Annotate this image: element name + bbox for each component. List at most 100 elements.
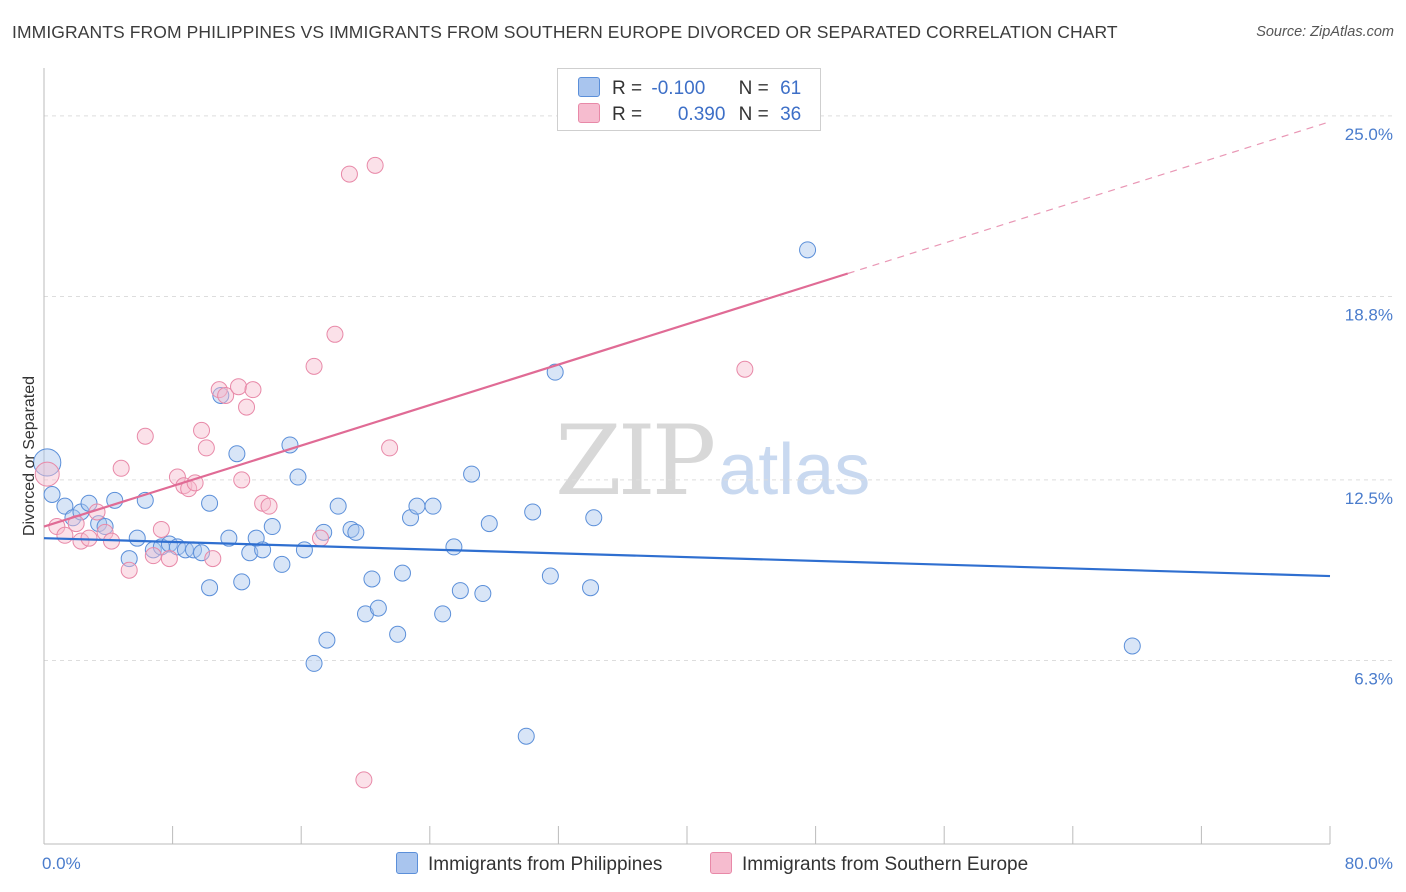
trend-line-southern-europe: [43, 272, 849, 528]
point-philippines: [582, 579, 600, 597]
legend-swatch-southern-europe: [710, 852, 732, 874]
x-tick-label: 0.0%: [42, 854, 81, 873]
legend-label-philippines: Immigrants from Philippines: [428, 854, 663, 875]
point-philippines: [43, 485, 61, 503]
y-tick-label: 18.8%: [1345, 305, 1393, 324]
trend-line-southern-europe-extension: [847, 121, 1331, 275]
point-philippines: [434, 605, 452, 623]
point-philippines: [799, 241, 817, 259]
point-philippines: [1123, 637, 1141, 655]
correlation-legend: R = -0.100 N = 61 R = 0.390 N = 36: [557, 68, 821, 131]
point-philippines: [408, 497, 426, 515]
legend-row-southern-europe: R = 0.390 N = 36: [578, 103, 801, 127]
legend-swatch-southern-europe: [578, 103, 600, 123]
point-philippines: [541, 567, 559, 585]
x-tick-label: 80.0%: [1345, 854, 1393, 873]
point-southern-europe: [197, 439, 215, 457]
point-philippines: [263, 518, 281, 536]
legend-n-value: 61: [780, 78, 802, 99]
watermark: ZIPatlas: [555, 405, 870, 517]
y-tick-label: 25.0%: [1345, 125, 1393, 144]
point-southern-europe: [326, 325, 344, 343]
point-philippines: [106, 491, 124, 509]
point-philippines: [445, 538, 463, 556]
point-philippines: [295, 541, 313, 559]
point-southern-europe: [193, 421, 211, 439]
point-philippines: [517, 727, 535, 745]
point-southern-europe: [112, 459, 130, 477]
legend-swatch-philippines: [396, 852, 418, 874]
point-philippines: [451, 582, 469, 600]
point-philippines: [220, 529, 238, 547]
point-southern-europe: [233, 471, 251, 489]
legend-swatch-philippines: [578, 77, 600, 97]
point-philippines: [463, 465, 481, 483]
point-philippines: [56, 497, 74, 515]
point-philippines: [524, 503, 542, 521]
point-philippines: [273, 555, 291, 573]
y-axis-label: Divorced or Separated: [21, 376, 38, 536]
trend-lines: [43, 121, 1331, 578]
point-southern-europe: [736, 360, 754, 378]
point-philippines: [347, 523, 365, 541]
point-southern-europe: [381, 439, 399, 457]
point-philippines: [424, 497, 442, 515]
point-southern-europe: [80, 529, 98, 547]
point-southern-europe: [355, 771, 373, 789]
point-philippines: [474, 585, 492, 603]
point-philippines: [585, 509, 603, 527]
point-southern-europe: [160, 550, 178, 568]
point-philippines: [363, 570, 381, 588]
chart-title: IMMIGRANTS FROM PHILIPPINES VS IMMIGRANT…: [12, 22, 1118, 42]
point-philippines: [212, 386, 230, 404]
legend-r-value: -0.100: [651, 78, 706, 99]
point-philippines: [305, 654, 323, 672]
point-southern-europe: [238, 398, 256, 416]
point-southern-europe: [34, 461, 60, 487]
point-southern-europe: [311, 529, 329, 547]
legend-r-value: 0.390: [677, 104, 726, 125]
point-philippines: [120, 550, 138, 568]
watermark-zip: ZIP: [555, 405, 716, 517]
trend-line-philippines: [43, 537, 1331, 578]
axes: [43, 68, 1331, 845]
point-philippines: [289, 468, 307, 486]
legend-row-philippines: R = -0.100 N = 61: [578, 77, 801, 101]
point-southern-europe: [120, 561, 138, 579]
point-southern-europe: [210, 381, 228, 399]
point-southern-europe: [366, 156, 384, 174]
legend-item-southern-europe: Immigrants from Southern Europe: [710, 852, 1028, 876]
point-southern-europe: [136, 427, 154, 445]
source-label: Source: ZipAtlas.com: [1256, 24, 1394, 40]
legend-r-label: R =: [612, 78, 643, 99]
data-points: [33, 156, 1141, 789]
legend-n-value: 36: [780, 104, 802, 125]
legend-item-philippines: Immigrants from Philippines: [396, 852, 662, 876]
point-philippines: [201, 494, 219, 512]
point-philippines: [128, 529, 146, 547]
point-philippines: [96, 518, 114, 536]
point-philippines: [480, 515, 498, 533]
point-southern-europe: [152, 520, 170, 538]
legend-r-label: R =: [612, 104, 643, 125]
point-philippines: [228, 445, 246, 463]
legend-label-southern-europe: Immigrants from Southern Europe: [742, 854, 1029, 875]
point-southern-europe: [244, 381, 262, 399]
y-tick-label: 6.3%: [1354, 670, 1393, 689]
series-legend: Immigrants from Philippines Immigrants f…: [0, 852, 1406, 878]
point-philippines: [393, 564, 411, 582]
point-philippines: [389, 625, 407, 643]
point-southern-europe: [217, 386, 235, 404]
point-philippines: [329, 497, 347, 515]
point-philippines: [546, 363, 564, 381]
point-philippines: [201, 579, 219, 597]
point-philippines: [193, 544, 211, 562]
point-southern-europe: [144, 547, 162, 565]
point-southern-europe: [204, 550, 222, 568]
tick-labels: 6.3% 12.5% 18.8% 25.0% 0.0% 80.0%: [42, 125, 1393, 873]
point-southern-europe: [230, 378, 248, 396]
point-philippines: [369, 599, 387, 617]
point-southern-europe: [260, 497, 278, 515]
watermark-atlas: atlas: [718, 430, 871, 510]
